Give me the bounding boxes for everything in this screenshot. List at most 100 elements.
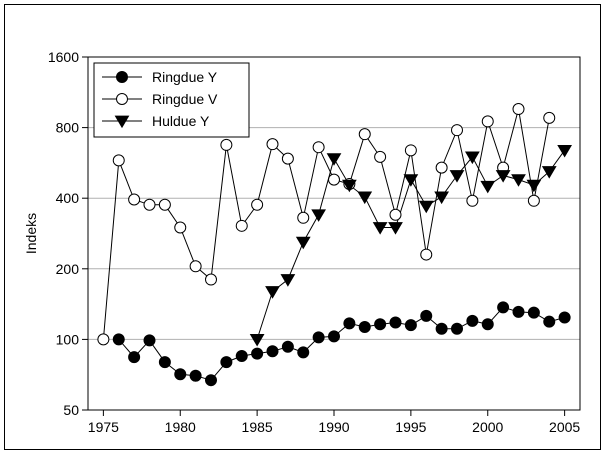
data-point-series-1 [481, 318, 494, 331]
data-point-series-2 [128, 193, 141, 206]
data-point-series-2 [435, 161, 448, 174]
data-point-series-1 [235, 349, 248, 362]
y-tick-label: 400 [56, 190, 80, 206]
data-point-series-2 [420, 248, 433, 261]
y-tick-label: 1600 [48, 49, 79, 65]
data-point-series-1 [527, 306, 540, 319]
data-point-series-2 [189, 260, 202, 273]
data-point-series-1 [558, 311, 571, 324]
data-point-series-2 [512, 103, 525, 116]
data-point-series-1 [266, 345, 279, 358]
data-point-series-3 [449, 170, 465, 183]
y-axis-label: Indeks [23, 213, 39, 254]
data-point-series-1 [343, 317, 356, 330]
data-point-series-3 [249, 334, 265, 347]
data-point-series-2 [266, 138, 279, 151]
x-tick-label: 1980 [165, 419, 196, 435]
x-tick-label: 1990 [318, 419, 349, 435]
data-point-series-2 [312, 141, 325, 154]
data-point-series-1 [297, 346, 310, 359]
data-point-series-2 [404, 144, 417, 157]
series-markers [97, 103, 572, 387]
legend-label: Ringdue Y [152, 69, 218, 85]
data-point-series-3 [265, 286, 280, 299]
data-point-series-1 [281, 340, 294, 353]
legend-label: Ringdue V [152, 91, 218, 107]
data-point-series-3 [495, 170, 511, 183]
data-point-series-3 [557, 144, 572, 158]
data-point-series-1 [374, 318, 387, 331]
data-point-series-3 [434, 191, 449, 205]
data-point-series-2 [527, 194, 540, 207]
data-point-series-2 [543, 111, 556, 124]
data-point-series-3 [280, 274, 296, 287]
series-line-2 [102, 108, 550, 340]
data-point-series-1 [128, 351, 141, 364]
data-point-series-1 [389, 316, 402, 329]
data-point-series-2 [97, 333, 110, 346]
data-point-series-3 [541, 166, 557, 179]
data-point-series-3 [326, 153, 342, 166]
axis-ticks: 50 100 200 400 800 1600 1975 1980 1985 1990 1995 20… [48, 49, 581, 435]
legend-marker [114, 115, 130, 129]
y-tick-label: 50 [63, 402, 79, 418]
data-point-series-2 [251, 198, 264, 211]
data-point-series-1 [112, 333, 125, 346]
data-point-series-2 [235, 219, 248, 232]
data-point-series-2 [389, 208, 402, 221]
data-point-series-1 [328, 330, 340, 343]
data-point-series-3 [480, 180, 496, 194]
data-point-series-1 [251, 347, 264, 360]
data-point-series-1 [420, 309, 433, 322]
legend: Ringdue Y Ringdue V Huldue Y [93, 62, 250, 138]
x-tick-label: 2000 [472, 419, 503, 435]
data-point-series-2 [143, 198, 156, 211]
data-point-series-3 [418, 200, 434, 214]
data-point-series-3 [311, 209, 326, 222]
data-point-series-1 [189, 369, 202, 382]
data-point-series-2 [174, 221, 187, 234]
y-tick-label: 100 [56, 331, 80, 347]
data-point-series-2 [220, 138, 233, 151]
data-point-series-3 [403, 174, 419, 187]
data-point-series-2 [328, 173, 340, 186]
data-point-series-3 [465, 151, 480, 165]
data-point-series-1 [205, 374, 217, 387]
data-point-series-1 [512, 305, 525, 318]
data-point-series-3 [357, 191, 373, 205]
x-tick-label: 2005 [549, 419, 580, 435]
data-point-series-1 [435, 322, 448, 335]
data-point-series-1 [451, 322, 463, 335]
y-tick-label: 200 [56, 261, 80, 277]
legend-marker [116, 71, 128, 83]
data-point-series-1 [143, 334, 156, 347]
data-point-series-2 [112, 154, 125, 167]
data-point-series-1 [404, 319, 417, 332]
data-point-series-3 [372, 222, 388, 235]
data-point-series-1 [497, 301, 510, 314]
y-tick-label: 800 [56, 120, 80, 136]
data-point-series-2 [158, 198, 171, 211]
x-tick-label: 1995 [395, 419, 426, 435]
data-point-series-3 [526, 179, 542, 193]
data-point-series-1 [543, 315, 556, 328]
legend-label: Huldue Y [152, 113, 210, 129]
legend-marker [116, 93, 128, 105]
data-point-series-2 [451, 124, 463, 137]
data-point-series-2 [297, 211, 310, 224]
data-point-series-3 [295, 236, 311, 250]
series-line-1 [118, 306, 565, 381]
data-point-series-2 [481, 115, 494, 128]
data-point-series-3 [388, 222, 403, 235]
x-tick-label: 1985 [242, 419, 273, 435]
data-point-series-1 [358, 320, 371, 333]
data-point-series-1 [158, 356, 171, 369]
data-point-series-3 [511, 174, 526, 187]
data-point-series-1 [174, 368, 187, 381]
data-point-series-1 [466, 314, 479, 327]
data-point-series-3 [342, 179, 357, 193]
data-point-series-2 [358, 128, 371, 141]
data-point-series-1 [220, 356, 233, 369]
x-tick-label: 1975 [88, 419, 119, 435]
